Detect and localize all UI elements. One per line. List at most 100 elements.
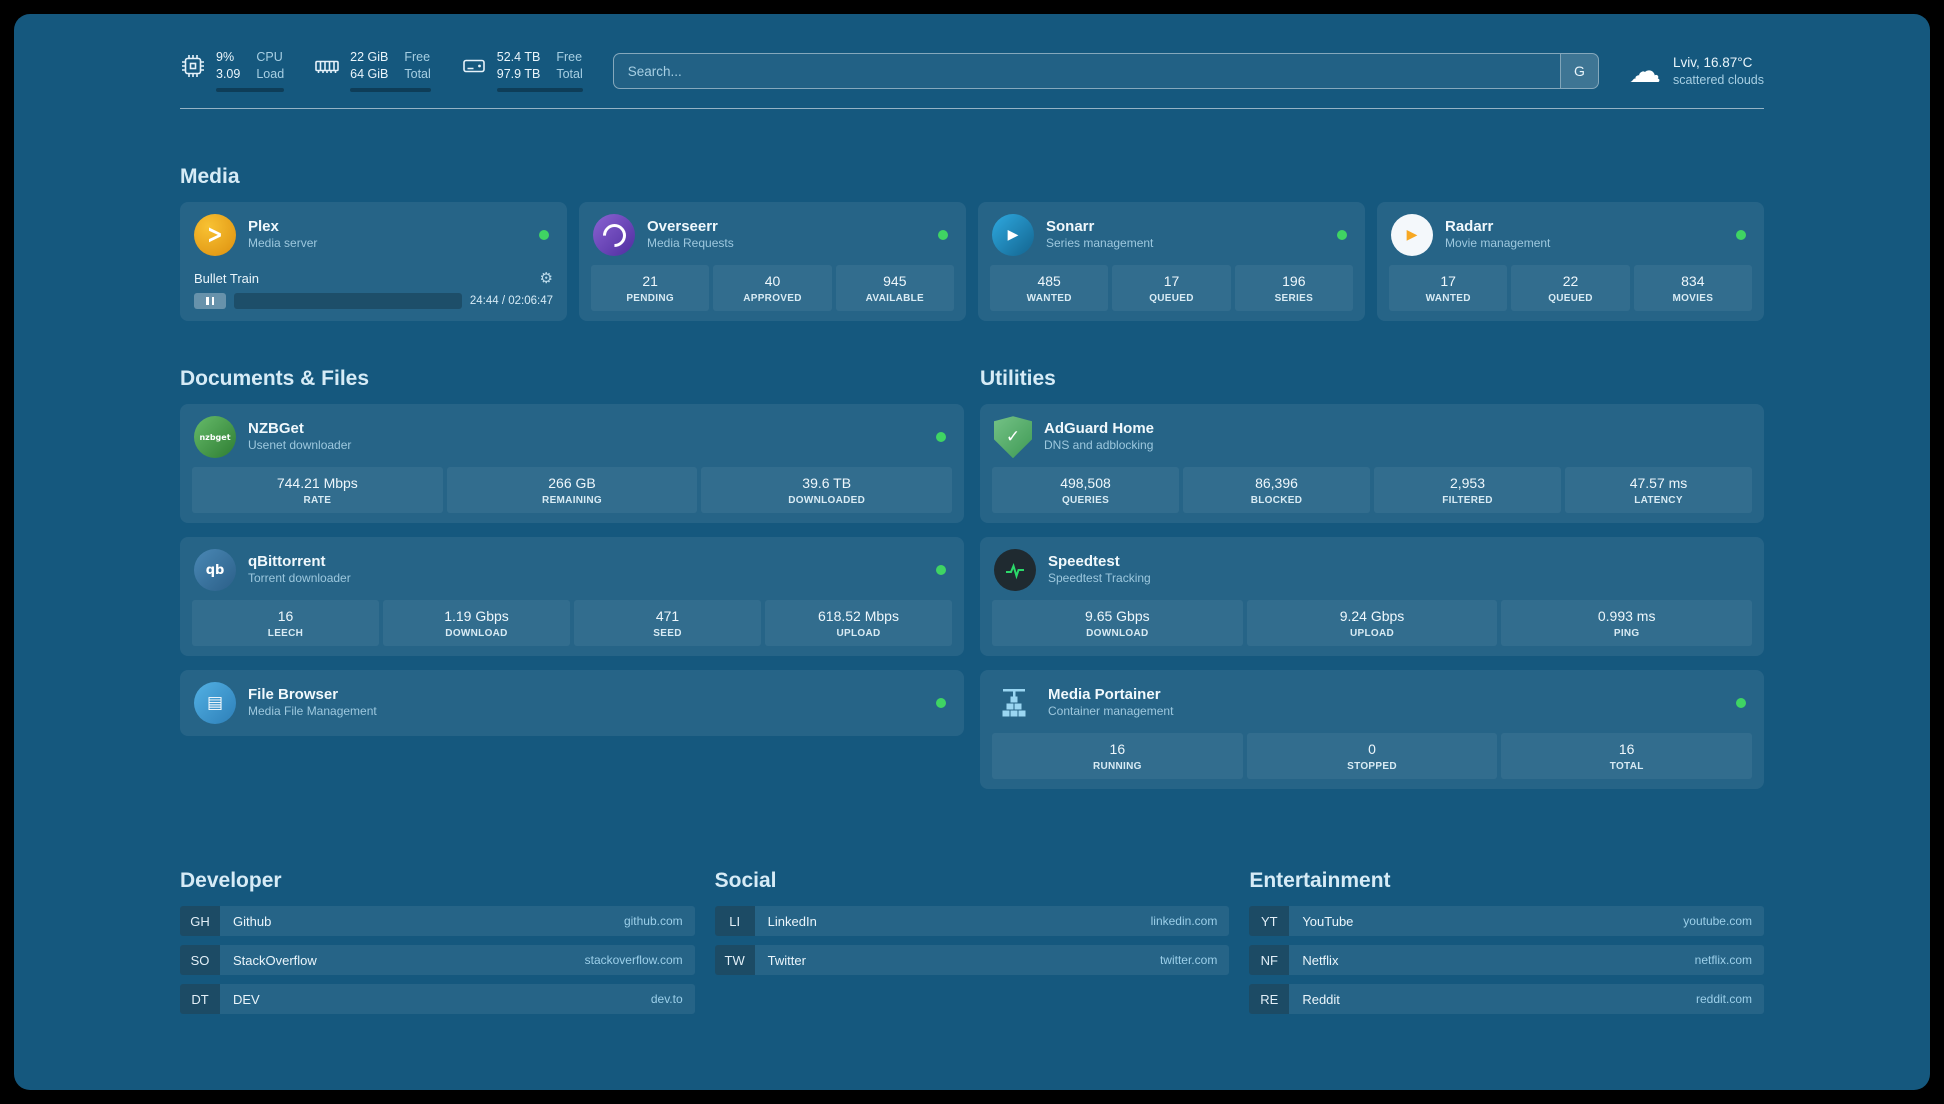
bookmark-github[interactable]: GH Github github.com [180,906,695,937]
topbar-divider [180,108,1764,110]
search-input[interactable] [613,54,1560,89]
disk-free-value: 52.4 TB [496,50,541,64]
service-card-qbittorrent[interactable]: qb qBittorrent Torrent downloader 16 LEEC… [180,537,964,657]
service-card-overseerr[interactable]: Overseerr Media Requests 21 PENDING 40 APP… [579,202,966,322]
section-entertainment: Entertainment YT YouTube youtube.com NF … [1249,869,1764,1023]
section-documents: Documents & Files nzbget NZBGet Usenet d… [180,367,964,750]
disk-widget: 52.4 TB Free 97.9 TB Total [461,50,583,93]
stat-tile: 0 STOPPED [1246,733,1498,780]
bookmark-url: twitter.com [1159,953,1218,968]
disk-total-value: 97.9 TB [496,66,541,81]
stat-tile: 16 RUNNING [992,733,1243,780]
service-name: qBittorrent [248,553,326,571]
service-name: Plex [248,218,279,236]
service-subtitle: Torrent downloader [248,571,351,586]
stat-tile: 21 PENDING [591,265,710,312]
radarr-icon: ▶ [1391,214,1433,257]
service-subtitle: Media server [248,236,318,251]
service-subtitle: Movie management [1445,236,1551,251]
qbittorrent-icon: qb [194,549,236,592]
weather-condition: scattered clouds [1672,72,1764,87]
bookmark-name: Netflix [1302,952,1339,968]
bookmark-netflix[interactable]: NF Netflix netflix.com [1249,945,1764,976]
playback-progress-bar[interactable] [234,293,462,310]
service-card-sonarr[interactable]: ▶ Sonarr Series management 485 WANTED 17 Q… [978,202,1365,322]
service-card-filebrowser[interactable]: ▤ File Browser Media File Management [180,670,964,737]
section-social: Social LI LinkedIn linkedin.com TW Twitt… [714,869,1230,1023]
section-utilities: Utilities ✓ AdGuard Home DNS and adblock… [980,367,1764,803]
service-subtitle: DNS and adblocking [1044,438,1154,453]
gear-icon[interactable]: ⚙ [539,269,553,288]
bookmark-name: Reddit [1302,991,1340,1007]
memory-progress-bar [350,88,431,93]
weather-widget: ☁ Lviv, 16.87°C scattered clouds [1629,54,1764,89]
stat-tile: 498,508 QUERIES [992,467,1179,514]
memory-free-value: 22 GiB [350,50,389,64]
service-card-plex[interactable]: > Plex Media server Bullet Train ⚙ [180,202,567,322]
bookmark-reddit[interactable]: RE Reddit reddit.com [1249,984,1764,1015]
stat-tile: 22 QUEUED [1511,265,1630,312]
bookmark-url: linkedin.com [1150,914,1218,929]
google-search-button[interactable]: G [1559,54,1598,89]
memory-label-top: Free [404,50,431,64]
dashboard-page: 9% CPU 3.09 Load 22 [14,14,1930,1090]
documents-section-title: Documents & Files [180,367,370,391]
service-name: Speedtest [1048,553,1120,571]
bookmark-linkedin[interactable]: LI LinkedIn linkedin.com [714,906,1230,937]
bookmark-abbr: GH [180,906,220,937]
weather-location: Lviv, 16.87°C [1672,54,1753,70]
cpu-label-bottom: Load [256,66,285,81]
status-dot [936,565,946,576]
disk-label-bottom: Total [556,66,583,81]
media-section-title: Media [180,165,240,189]
utilities-section-title: Utilities [980,367,1056,391]
pause-icon[interactable] [194,293,226,310]
stat-tile: 196 SERIES [1234,265,1353,312]
memory-label-bottom: Total [404,66,431,81]
bookmark-dev[interactable]: DT DEV dev.to [180,984,695,1015]
status-dot [539,230,549,241]
service-subtitle: Speedtest Tracking [1048,571,1151,586]
status-dot [1337,230,1347,241]
disk-label-top: Free [556,50,583,64]
bookmark-stackoverflow[interactable]: SO StackOverflow stackoverflow.com [180,945,695,976]
service-card-portainer[interactable]: Media Portainer Container management 16 R… [980,670,1764,790]
adguard-icon: ✓ [994,416,1032,459]
speedtest-icon [994,549,1036,592]
stat-tile: 2,953 FILTERED [1374,467,1561,514]
stat-tile: 0.993 ms PING [1501,600,1753,647]
service-card-radarr[interactable]: ▶ Radarr Movie management 17 WANTED 22 QUE… [1377,202,1764,322]
service-name: Radarr [1445,218,1494,236]
cpu-label-top: CPU [256,50,283,64]
search-bar: G [612,53,1599,90]
stat-tile: 9.65 Gbps DOWNLOAD [992,600,1243,647]
memory-total-value: 64 GiB [350,66,389,81]
bookmark-abbr: SO [180,945,220,976]
bookmark-abbr: LI [714,906,755,937]
service-card-adguard[interactable]: ✓ AdGuard Home DNS and adblocking 498,50… [980,404,1764,524]
now-playing-title: Bullet Train [194,270,260,286]
bookmark-url: netflix.com [1694,953,1752,968]
stat-tile: 39.6 TB DOWNLOADED [701,467,953,514]
bookmark-name: Github [233,913,272,929]
stat-tile: 16 TOTAL [1501,733,1753,780]
top-bar: 9% CPU 3.09 Load 22 [180,14,1764,93]
stat-tile: 1.19 Gbps DOWNLOAD [383,600,570,647]
section-media: Media > Plex Media server Bullet Train [180,165,1764,322]
bookmark-youtube[interactable]: YT YouTube youtube.com [1249,906,1764,937]
bookmark-name: LinkedIn [767,913,817,929]
section-developer: Developer GH Github github.com SO StackO… [180,869,695,1023]
bookmark-twitter[interactable]: TW Twitter twitter.com [714,945,1230,976]
plex-icon: > [194,214,236,257]
stat-tile: 834 MOVIES [1633,265,1752,312]
service-card-nzbget[interactable]: nzbget NZBGet Usenet downloader 744.21 M… [180,404,964,524]
resource-widgets: 9% CPU 3.09 Load 22 [180,50,583,93]
bookmark-abbr: TW [714,945,755,976]
status-dot [1736,698,1746,709]
service-subtitle: Media Requests [647,236,734,251]
status-dot [936,698,946,709]
bookmark-url: reddit.com [1695,992,1752,1007]
stat-tile: 16 LEECH [192,600,379,647]
service-card-speedtest[interactable]: Speedtest Speedtest Tracking 9.65 Gbps DO… [980,537,1764,657]
portainer-icon [994,682,1036,724]
